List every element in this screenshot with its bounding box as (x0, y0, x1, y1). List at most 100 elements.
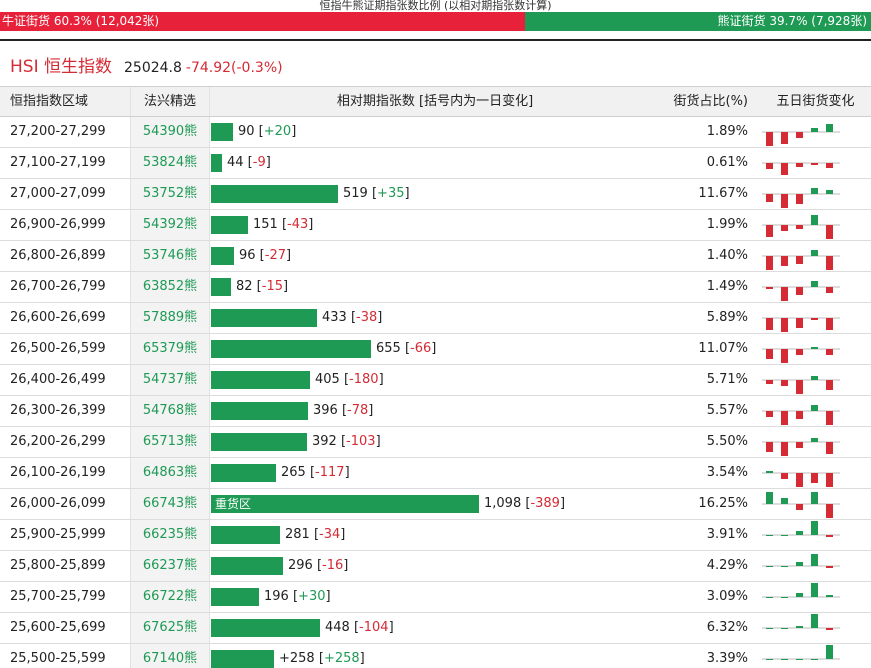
col-header-contracts: 相对期指张数 [括号内为一日变化] (336, 94, 534, 109)
range-cell: 25,600-25,699 (10, 620, 106, 635)
warrant-code-link[interactable]: 67625熊 (142, 620, 198, 635)
five-day-bar (796, 318, 803, 328)
ratio-title: 恒指牛熊证期指张数比例 (以相对期指张数计算) (319, 0, 552, 12)
warrant-code-link[interactable]: 67140熊 (142, 651, 198, 666)
table-row: 26,500-26,599 65379熊 655 [-66] 11.07% (0, 334, 871, 365)
contracts-bar (211, 619, 320, 637)
pick-cell: 66743熊 (130, 489, 210, 519)
five-day-bar (796, 163, 803, 167)
bear-ratio-segment: 熊证街货 39.7% (7,928张) (525, 12, 871, 31)
five-day-bar (811, 318, 818, 320)
warrant-code-link[interactable]: 54737熊 (142, 372, 198, 387)
five-day-bar (826, 645, 833, 659)
table-row: 26,400-26,499 54737熊 405 [-180] 5.71% (0, 365, 871, 396)
bull-bear-ratio-bar: 牛证街货 60.3% (12,042张) 熊证街货 39.7% (7,928张) (0, 12, 871, 31)
five-day-cell (760, 272, 871, 302)
five-day-sparkline (762, 614, 840, 630)
contracts-bar (211, 278, 231, 296)
pick-cell: 53752熊 (130, 179, 210, 209)
contracts-number: 655 (376, 341, 401, 356)
warrant-code-link[interactable]: 66722熊 (142, 589, 198, 604)
contracts-cell: 151 [-43] (210, 210, 660, 240)
five-day-bar (826, 190, 833, 194)
five-day-bar (781, 498, 788, 504)
table-row: 25,700-25,799 66722熊 196 [+30] 3.09% (0, 582, 871, 613)
warrant-code-link[interactable]: 66237熊 (142, 558, 198, 573)
five-day-cell (760, 179, 871, 209)
contracts-bar (211, 309, 317, 327)
pct-cell: 3.39% (706, 651, 748, 666)
five-day-bar (796, 473, 803, 487)
five-day-bar (766, 225, 773, 237)
five-day-bar (796, 659, 803, 660)
warrant-code-link[interactable]: 65713熊 (142, 434, 198, 449)
contracts-bar (211, 526, 280, 544)
warrant-code-link[interactable]: 54768熊 (142, 403, 198, 418)
range-cell: 26,800-26,899 (10, 248, 106, 263)
five-day-bar (811, 188, 818, 194)
contracts-value: 82 [-15] (236, 279, 289, 294)
table-row: 26,900-26,999 54392熊 151 [-43] 1.99% (0, 210, 871, 241)
contracts-cell: 396 [-78] (210, 396, 660, 426)
five-day-bar (766, 535, 773, 536)
five-day-sparkline (762, 215, 840, 239)
five-day-bar (811, 583, 818, 597)
warrant-code-link[interactable]: 53746熊 (142, 248, 198, 263)
range-cell: 26,300-26,399 (10, 403, 106, 418)
contracts-number: 392 (312, 434, 337, 449)
five-day-bar (826, 595, 833, 597)
five-day-bar (781, 411, 788, 425)
five-day-cell (760, 334, 871, 364)
five-day-bar (826, 225, 833, 239)
header-divider (0, 39, 871, 41)
table-row: 25,800-25,899 66237熊 296 [-16] 4.29% (0, 551, 871, 582)
contracts-cell: 196 [+30] (210, 582, 660, 612)
table-row: 27,200-27,299 54390熊 90 [+20] 1.89% (0, 117, 871, 148)
contracts-value: 196 [+30] (264, 589, 331, 604)
contracts-cell: 655 [-66] (210, 334, 660, 364)
five-day-bar (826, 349, 833, 355)
pct-cell: 4.29% (706, 558, 748, 573)
five-day-cell (760, 489, 871, 519)
warrant-code-link[interactable]: 54392熊 (142, 217, 198, 232)
five-day-sparkline (762, 188, 840, 208)
index-name[interactable]: HSI 恒生指数 (10, 57, 112, 77)
warrant-code-link[interactable]: 64863熊 (142, 465, 198, 480)
five-day-bar (766, 659, 773, 660)
five-day-sparkline (762, 645, 840, 660)
five-day-cell (760, 582, 871, 612)
five-day-bar (781, 566, 788, 567)
five-day-bar (811, 659, 818, 660)
warrant-code-link[interactable]: 54390熊 (142, 124, 198, 139)
five-day-bar (766, 256, 773, 270)
warrant-code-link[interactable]: 57889熊 (142, 310, 198, 325)
pct-cell: 0.61% (706, 155, 748, 170)
contracts-cell: 281 [-34] (210, 520, 660, 550)
contracts-cell: 448 [-104] (210, 613, 660, 643)
five-day-cell (760, 210, 871, 240)
warrant-code-link[interactable]: 65379熊 (142, 341, 198, 356)
contracts-number: +258 (279, 651, 315, 666)
daily-change: +258 (323, 651, 360, 666)
five-day-bar (766, 349, 773, 359)
warrant-code-link[interactable]: 66235熊 (142, 527, 198, 542)
warrant-code-link[interactable]: 63852熊 (142, 279, 198, 294)
pick-cell: 54390熊 (130, 117, 210, 147)
contracts-bar (211, 371, 310, 389)
warrant-code-link[interactable]: 53824熊 (142, 155, 198, 170)
five-day-bar (811, 521, 818, 535)
range-cell: 26,500-26,599 (10, 341, 106, 356)
warrant-code-link[interactable]: 66743熊 (142, 496, 198, 511)
pct-cell: 1.49% (706, 279, 748, 294)
five-day-sparkline (762, 250, 840, 270)
five-day-cell (760, 613, 871, 643)
five-day-bar (826, 442, 833, 454)
pct-cell: 11.67% (698, 186, 748, 201)
five-day-bar (811, 215, 818, 225)
five-day-bar (766, 163, 773, 169)
contracts-number: 396 (313, 403, 338, 418)
warrant-code-link[interactable]: 53752熊 (142, 186, 198, 201)
daily-change: -15 (261, 279, 283, 294)
five-day-bar (781, 194, 788, 208)
col-header-pct: 街货占比(%) (673, 94, 749, 109)
